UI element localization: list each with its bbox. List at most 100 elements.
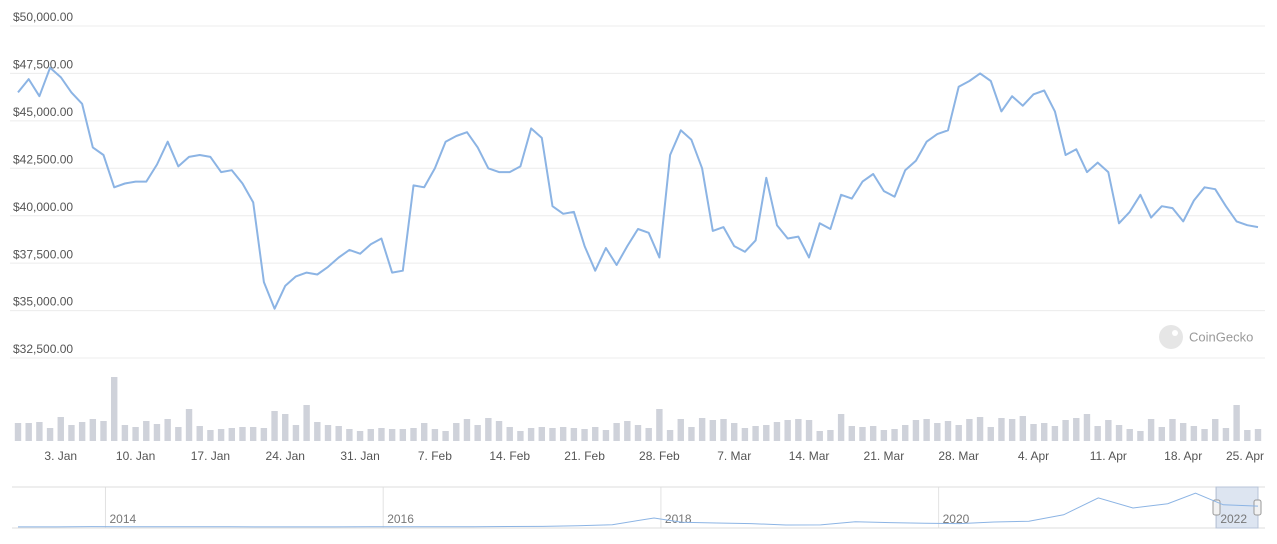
watermark: CoinGecko [1159, 325, 1253, 349]
volume-bar [495, 421, 503, 441]
x-tick-label: 18. Apr [1164, 449, 1202, 463]
navigator-tick-label: 2018 [665, 512, 692, 526]
navigator-tick-label: 2022 [1220, 512, 1247, 526]
volume-bar [68, 425, 75, 441]
volume-bar [356, 431, 364, 441]
volume-bar [175, 427, 182, 441]
volume-bar [559, 427, 567, 441]
volume-bar [549, 428, 556, 441]
volume-bar [902, 425, 909, 441]
x-tick-label: 14. Feb [489, 449, 530, 463]
x-tick-label: 17. Jan [191, 449, 230, 463]
volume-bar [698, 418, 706, 441]
volume-bar [645, 428, 652, 441]
volume-bar [506, 427, 513, 441]
volume-bar [976, 417, 984, 441]
watermark-logo [1159, 325, 1183, 349]
volume-bar [100, 421, 107, 441]
volume-bar [1254, 429, 1262, 441]
volume-bar [677, 419, 684, 441]
navigator-line [18, 492, 1259, 528]
volume-bar [378, 428, 385, 441]
volume-bar [688, 427, 695, 441]
y-tick-label: $47,500.00 [13, 58, 73, 72]
volume-bar [1062, 420, 1069, 441]
x-tick-label: 11. Apr [1090, 449, 1127, 463]
volume-bar [164, 419, 171, 441]
volume-bar [1201, 429, 1208, 441]
navigator-handle[interactable] [1253, 499, 1262, 516]
volume-bar [624, 421, 631, 441]
volume-bar [923, 419, 930, 441]
x-tick-label: 7. Feb [418, 449, 452, 463]
y-tick-label: $32,500.00 [13, 342, 73, 356]
volume-bar [196, 426, 203, 441]
volume-bar [303, 405, 310, 441]
volume-bar [987, 427, 994, 441]
volume-bar [1233, 405, 1240, 441]
volume-bar [485, 418, 492, 441]
volume-bar [1212, 419, 1219, 441]
volume-bar [1179, 423, 1187, 441]
x-tick-label: 28. Feb [639, 449, 680, 463]
volume-bar [656, 409, 663, 441]
volume-bar [837, 414, 845, 441]
volume-bar [880, 430, 888, 441]
x-tick-label: 4. Apr [1018, 449, 1049, 463]
volume-bar [228, 428, 235, 441]
volume-bar [335, 426, 342, 441]
y-tick-label: $45,000.00 [13, 105, 73, 119]
navigator-tick-label: 2020 [943, 512, 970, 526]
volume-bar [249, 427, 257, 441]
y-tick-label: $50,000.00 [13, 10, 73, 24]
volume-bar [1147, 419, 1155, 441]
volume-bar [89, 419, 97, 441]
volume-bar [78, 422, 86, 441]
watermark-logo-eye [1172, 330, 1178, 336]
x-tick-label: 14. Mar [789, 449, 830, 463]
volume-bar [153, 424, 161, 441]
y-tick-label: $37,500.00 [13, 247, 73, 261]
volume-bar [1051, 426, 1059, 441]
volume-bar [741, 428, 749, 441]
x-tick-label: 7. Mar [717, 449, 751, 463]
volume-bar [271, 411, 278, 441]
navigator-tick-label: 2016 [387, 512, 414, 526]
x-tick-label: 3. Jan [44, 449, 77, 463]
y-tick-label: $35,000.00 [13, 295, 73, 309]
volume-bar [239, 427, 246, 441]
volume-bar [752, 426, 759, 441]
volume-bar [613, 423, 620, 441]
volume-bar [1041, 423, 1048, 441]
volume-bar [399, 429, 407, 441]
volume-bar [453, 423, 460, 441]
volume-bar [581, 429, 588, 441]
x-tick-label: 21. Feb [564, 449, 605, 463]
navigator-handle[interactable] [1212, 499, 1221, 516]
volume-bar [46, 428, 54, 441]
volume-bar [570, 428, 578, 441]
volume-bar [14, 423, 22, 441]
volume-bar [1083, 414, 1091, 441]
volume-bar [1169, 419, 1176, 441]
volume-bar [463, 419, 471, 441]
x-tick-label: 10. Jan [116, 449, 155, 463]
volume-bar [1105, 420, 1112, 441]
volume-bar [217, 429, 225, 441]
volume-bar [1137, 431, 1144, 441]
volume-bar [720, 419, 727, 441]
volume-bar [773, 422, 781, 441]
volume-bar [474, 425, 481, 441]
volume-bar [143, 421, 150, 441]
volume-bar [282, 414, 289, 441]
volume-bar [966, 419, 973, 441]
y-tick-label: $42,500.00 [13, 152, 73, 166]
volume-bar [592, 427, 599, 441]
volume-bar [442, 431, 449, 441]
volume-bar [731, 423, 738, 441]
volume-bar [795, 419, 802, 441]
x-tick-label: 25. Apr [1226, 449, 1264, 463]
watermark-text: CoinGecko [1189, 329, 1253, 344]
